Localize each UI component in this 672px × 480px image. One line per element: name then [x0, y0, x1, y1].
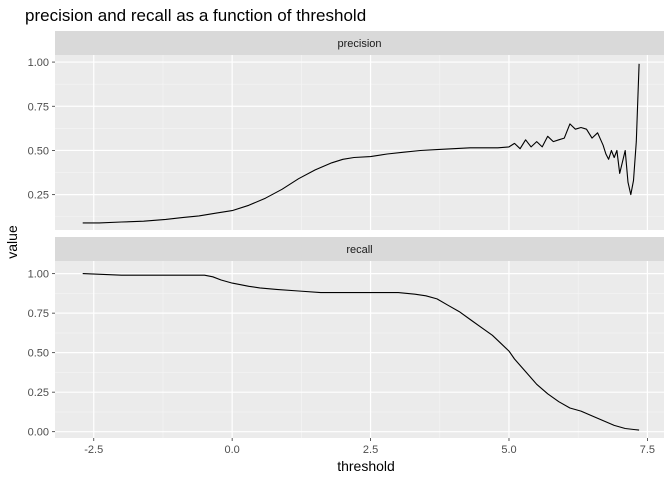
y-tick-label: 0.25 [28, 387, 49, 399]
facet-strip-label-precision: precision [337, 38, 381, 50]
facet-strip-precision [55, 31, 664, 55]
x-tick-label: -2.5 [84, 444, 103, 456]
panel-background-precision [55, 55, 664, 230]
panel-background-recall [55, 261, 664, 438]
x-tick-label: 5.0 [501, 444, 516, 456]
y-axis-title: value [4, 225, 20, 259]
y-tick-label: 0.50 [28, 145, 49, 157]
y-tick-label: 0.25 [28, 190, 49, 202]
chart-title: precision and recall as a function of th… [25, 6, 366, 25]
series-line-precision [82, 63, 640, 224]
facet-precision: precision 0.25 0.50 0.75 1.00 [28, 31, 664, 230]
y-tick-label: 1.00 [28, 269, 49, 281]
series-line-recall [82, 273, 640, 431]
y-tick-label: 0.75 [28, 308, 49, 320]
facet-strip-label-recall: recall [346, 244, 372, 256]
x-tick-label: 0.0 [225, 444, 240, 456]
plot-area: precision 0.25 0.50 0.75 1.00 recall 0.00 0.25 0… [28, 31, 664, 456]
facet-strip-recall [55, 237, 664, 261]
facet-recall: recall 0.00 0.25 0.50 0.75 1.00 -2.5 0.0 2.5 5.0 7… [28, 237, 664, 456]
y-tick-label: 0.50 [28, 348, 49, 360]
x-tick-label: 2.5 [363, 444, 378, 456]
y-tick-label: 1.00 [28, 57, 49, 69]
y-tick-label: 0.75 [28, 101, 49, 113]
x-tick-label: 7.5 [640, 444, 655, 456]
x-axis-title: threshold [337, 458, 395, 474]
y-tick-label: 0.00 [28, 427, 49, 439]
